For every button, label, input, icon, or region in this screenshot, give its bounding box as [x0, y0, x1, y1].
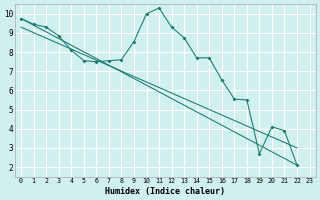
X-axis label: Humidex (Indice chaleur): Humidex (Indice chaleur) — [105, 187, 225, 196]
